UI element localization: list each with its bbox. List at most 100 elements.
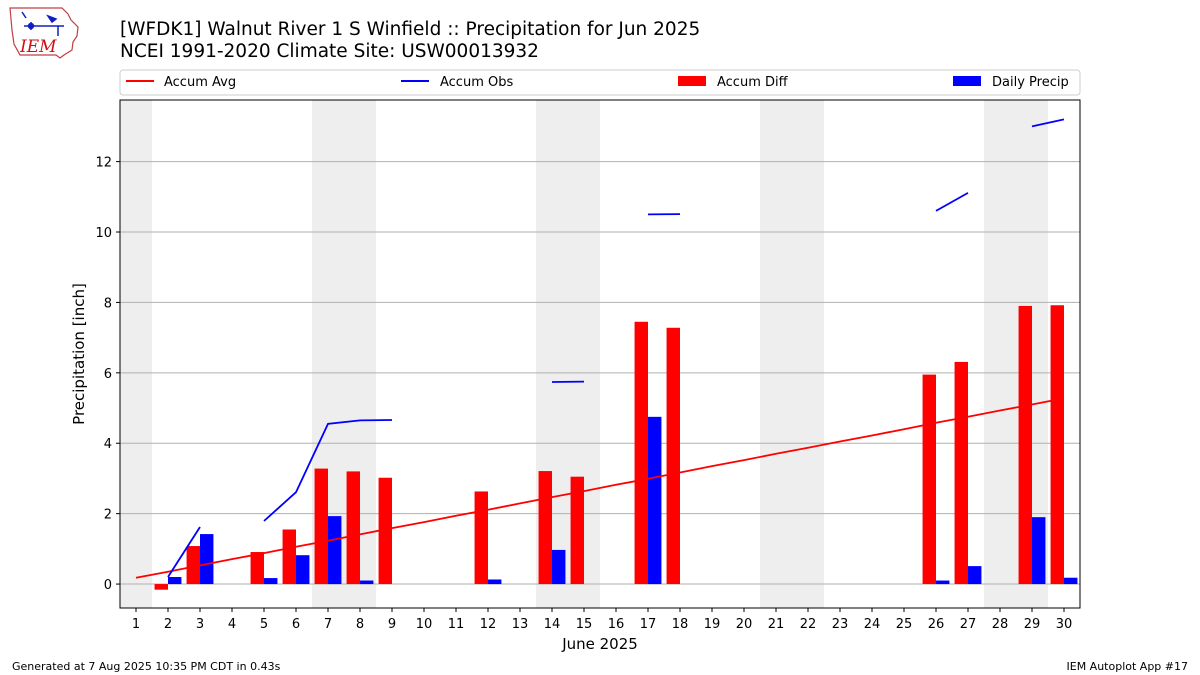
- logo-text: IEM: [19, 37, 57, 57]
- footer-app: IEM Autoplot App #17: [1067, 660, 1189, 673]
- bar-accum-diff: [346, 471, 360, 585]
- weekend-band: [984, 100, 1016, 608]
- legend-item-daily-precip: Daily Precip: [953, 75, 1069, 90]
- bar-accum-diff: [666, 327, 680, 585]
- legend-label-daily-precip: Daily Precip: [992, 75, 1069, 90]
- x-tick-label: 15: [576, 617, 593, 632]
- x-tick-label: 18: [672, 617, 689, 632]
- x-tick-label: 11: [448, 617, 465, 632]
- bar-accum-diff: [474, 491, 488, 585]
- legend-frame: [119, 69, 1081, 96]
- x-tick-label: 28: [992, 617, 1009, 632]
- x-tick-label: 25: [896, 617, 913, 632]
- x-tick-label: 3: [196, 617, 204, 632]
- weekend-band: [760, 100, 792, 608]
- bar-accum-diff: [314, 468, 328, 585]
- legend-swatch-daily-precip: [953, 76, 981, 86]
- bar-accum-diff: [154, 584, 168, 590]
- x-tick-label: 14: [544, 617, 561, 632]
- x-tick-label: 17: [640, 617, 657, 632]
- x-tick-label: 20: [736, 617, 753, 632]
- x-tick-label: 23: [832, 617, 849, 632]
- bar-daily-precip: [1032, 517, 1046, 585]
- x-tick-label: 13: [512, 617, 529, 632]
- y-tick-label: 10: [95, 226, 112, 241]
- x-tick-label: 21: [768, 617, 785, 632]
- line-accum-obs: [167, 526, 201, 578]
- line-accum-obs: [935, 192, 969, 212]
- legend-item-accum-obs: Accum Obs: [401, 75, 513, 90]
- bar-daily-precip: [1064, 577, 1078, 585]
- bar-accum-diff: [250, 552, 264, 585]
- bar-daily-precip: [328, 516, 342, 585]
- chart-title: [WFDK1] Walnut River 1 S Winfield :: Pre…: [120, 19, 700, 40]
- bar-accum-diff: [922, 374, 936, 585]
- x-tick-label: 12: [480, 617, 497, 632]
- bar-daily-precip: [360, 580, 374, 585]
- weekend-band: [120, 100, 152, 608]
- x-axis: 1 2 3 4 5 6 7 8 9 10 11 12 13 14 15 16 17 18 19 20 21 22 23 24 2…: [132, 608, 1072, 632]
- legend-label-accum-obs: Accum Obs: [440, 75, 513, 90]
- iowa-outline-icon: [9, 7, 79, 59]
- x-tick-label: 27: [960, 617, 977, 632]
- x-tick-label: 22: [800, 617, 817, 632]
- legend-label-accum-diff: Accum Diff: [717, 75, 789, 90]
- bar-daily-precip: [200, 534, 214, 585]
- x-tick-label: 26: [928, 617, 945, 632]
- line-accum-avg: [135, 397, 1065, 579]
- x-tick-label: 5: [260, 617, 268, 632]
- line-accum-obs: [1031, 118, 1065, 128]
- y-tick-label: 12: [95, 156, 112, 171]
- bar-accum-diff: [186, 546, 200, 585]
- y-tick-label: 0: [104, 578, 112, 593]
- y-tick-label: 4: [104, 437, 112, 452]
- x-axis-label: June 2025: [561, 635, 638, 653]
- x-tick-label: 7: [324, 617, 332, 632]
- bar-accum-diff: [282, 529, 296, 585]
- x-tick-label: 24: [864, 617, 881, 632]
- x-tick-label: 4: [228, 617, 236, 632]
- chart-subtitle: NCEI 1991-2020 Climate Site: USW00013932: [120, 41, 539, 62]
- weekend-band: [792, 100, 824, 608]
- x-tick-label: 10: [416, 617, 433, 632]
- bar-daily-precip: [936, 580, 950, 585]
- plot-frame: [119, 99, 1081, 609]
- bar-accum-diff: [1018, 305, 1032, 585]
- y-axis: 0 2 4 6 8 10 12: [95, 156, 120, 593]
- legend-label-accum-avg: Accum Avg: [164, 75, 236, 90]
- x-tick-label: 9: [388, 617, 396, 632]
- x-tick-label: 30: [1056, 617, 1073, 632]
- x-tick-label: 8: [356, 617, 364, 632]
- bar-accum-diff: [378, 477, 392, 585]
- series-lines: [135, 118, 1065, 579]
- x-tick-label: 2: [164, 617, 172, 632]
- bar-accum-diff: [954, 361, 968, 585]
- bar-daily-precip: [168, 577, 182, 585]
- bar-accum-diff: [1050, 305, 1064, 585]
- legend-item-accum-avg: Accum Avg: [126, 75, 236, 90]
- footer-generated: Generated at 7 Aug 2025 10:35 PM CDT in …: [12, 660, 281, 673]
- y-axis-label: Precipitation [inch]: [70, 283, 88, 425]
- y-tick-label: 2: [104, 508, 112, 523]
- x-tick-label: 29: [1024, 617, 1041, 632]
- gridlines: [120, 161, 1080, 585]
- bar-daily-precip: [264, 578, 278, 585]
- y-tick-label: 6: [104, 367, 112, 382]
- bar-daily-precip: [552, 549, 566, 585]
- iem-logo[interactable]: IEM: [9, 7, 79, 59]
- x-tick-label: 16: [608, 617, 625, 632]
- legend: Accum Avg Accum Obs Accum Diff Daily Pre…: [119, 69, 1081, 96]
- legend-swatch-accum-diff: [678, 76, 706, 86]
- bar-daily-precip: [488, 579, 502, 585]
- bars: [154, 305, 1078, 590]
- weather-station-icon: [21, 11, 64, 36]
- x-tick-label: 1: [132, 617, 140, 632]
- bar-accum-diff: [634, 321, 648, 585]
- bar-daily-precip: [968, 566, 982, 585]
- bar-accum-diff: [538, 471, 552, 585]
- line-accum-obs: [263, 419, 393, 522]
- bar-accum-diff: [570, 476, 584, 585]
- y-tick-label: 8: [104, 296, 112, 311]
- x-tick-label: 19: [704, 617, 721, 632]
